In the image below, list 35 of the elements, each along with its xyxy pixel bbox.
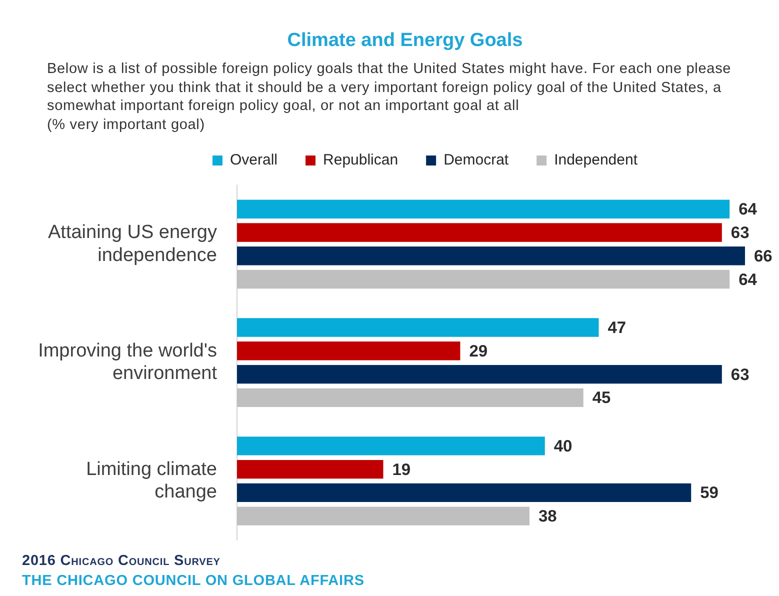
data-label: 45 [592, 389, 611, 408]
bar [237, 506, 530, 526]
bar [237, 223, 722, 242]
data-label: 47 [608, 319, 626, 338]
bar [237, 342, 460, 360]
data-label: 66 [754, 247, 772, 266]
bar [237, 318, 599, 337]
legend-label: Republican [323, 152, 398, 169]
text: 2016 Chicago Council Survey [22, 552, 222, 571]
legend-label: Independent [554, 152, 638, 169]
data-label: 29 [469, 342, 488, 360]
bar [237, 388, 584, 408]
bar [237, 460, 384, 479]
chart-subtitle: Below is a list of possible foreign policy goals that the United States might have. For each one please select whether you think that it should be a very important foreign policy goal of the United States, a somewhat important foreign policy goal, or not an important goal at all (% very important goal) [47, 60, 732, 134]
data-label: 40 [554, 437, 572, 456]
data-label: 59 [700, 484, 718, 502]
legend-label: Democrat [444, 152, 510, 169]
bar [237, 270, 730, 289]
data-label: 63 [730, 366, 750, 384]
data-label: 64 [738, 200, 758, 219]
bar [237, 483, 692, 502]
y-tick-label: Limiting climate change [86, 458, 217, 503]
data-label: 63 [730, 224, 750, 242]
text: THE CHICAGO COUNCIL ON GLOBAL AFFAIRS [22, 572, 364, 591]
y-tick-label: Attaining US energy independence [48, 222, 218, 266]
chart-title: Climate and Energy Goals [286, 30, 524, 52]
data-label: 64 [738, 270, 758, 289]
data-label: 19 [392, 460, 411, 479]
y-tick-label: Improving the world's environment [38, 340, 218, 384]
bar [237, 364, 722, 384]
bar [237, 436, 545, 456]
bar [237, 246, 745, 266]
data-label: 38 [538, 508, 557, 526]
legend-label: Overall [230, 152, 278, 169]
bar [237, 200, 730, 218]
